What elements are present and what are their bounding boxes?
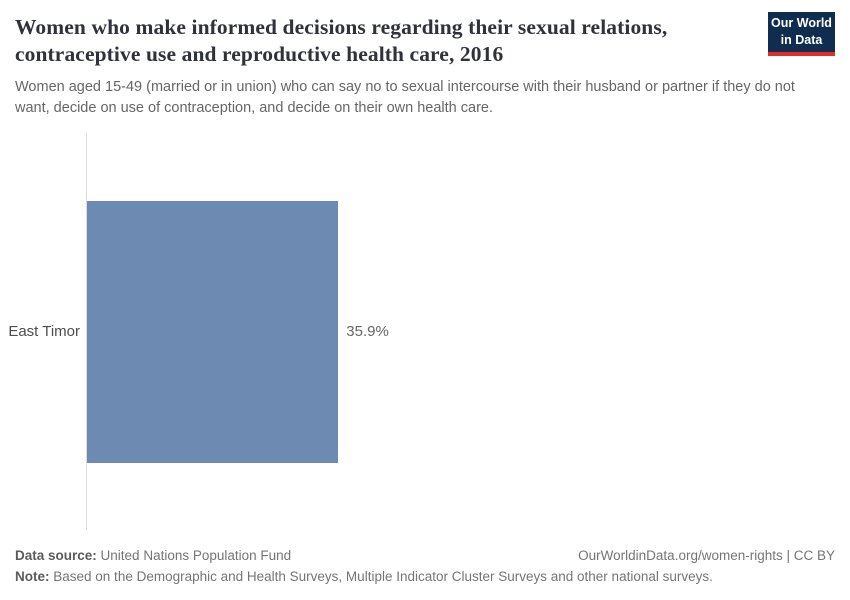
owid-logo-line2: in Data: [780, 33, 823, 47]
owid-logo: Our World in Data: [768, 12, 835, 56]
chart-footer: Data source: United Nations Population F…: [15, 546, 835, 587]
data-source-label: Data source:: [15, 548, 97, 563]
chart-title: Women who make informed decisions regard…: [15, 15, 668, 66]
bar-row: East Timor 35.9%: [0, 133, 850, 530]
value-label: 35.9%: [346, 323, 389, 340]
data-source: Data source: United Nations Population F…: [15, 546, 291, 566]
note-value: Based on the Demographic and Health Surv…: [53, 569, 713, 584]
y-axis-line: [86, 133, 87, 530]
chart-subtitle: Women aged 15-49 (married or in union) w…: [15, 78, 795, 116]
chart-header: Women who make informed decisions regard…: [15, 12, 835, 119]
owid-url-link[interactable]: OurWorldinData.org/women-rights | CC BY: [578, 548, 835, 563]
note-label: Note:: [15, 569, 50, 584]
owid-logo-line1: Our World: [771, 16, 832, 31]
footer-note: Note: Based on the Demographic and Healt…: [15, 567, 835, 587]
bar[interactable]: [87, 200, 339, 463]
footer-sources-row: Data source: United Nations Population F…: [15, 546, 835, 566]
bar-chart: East Timor 35.9%: [0, 133, 850, 530]
data-source-value: United Nations Population Fund: [100, 548, 292, 563]
entity-label: East Timor: [8, 323, 80, 340]
